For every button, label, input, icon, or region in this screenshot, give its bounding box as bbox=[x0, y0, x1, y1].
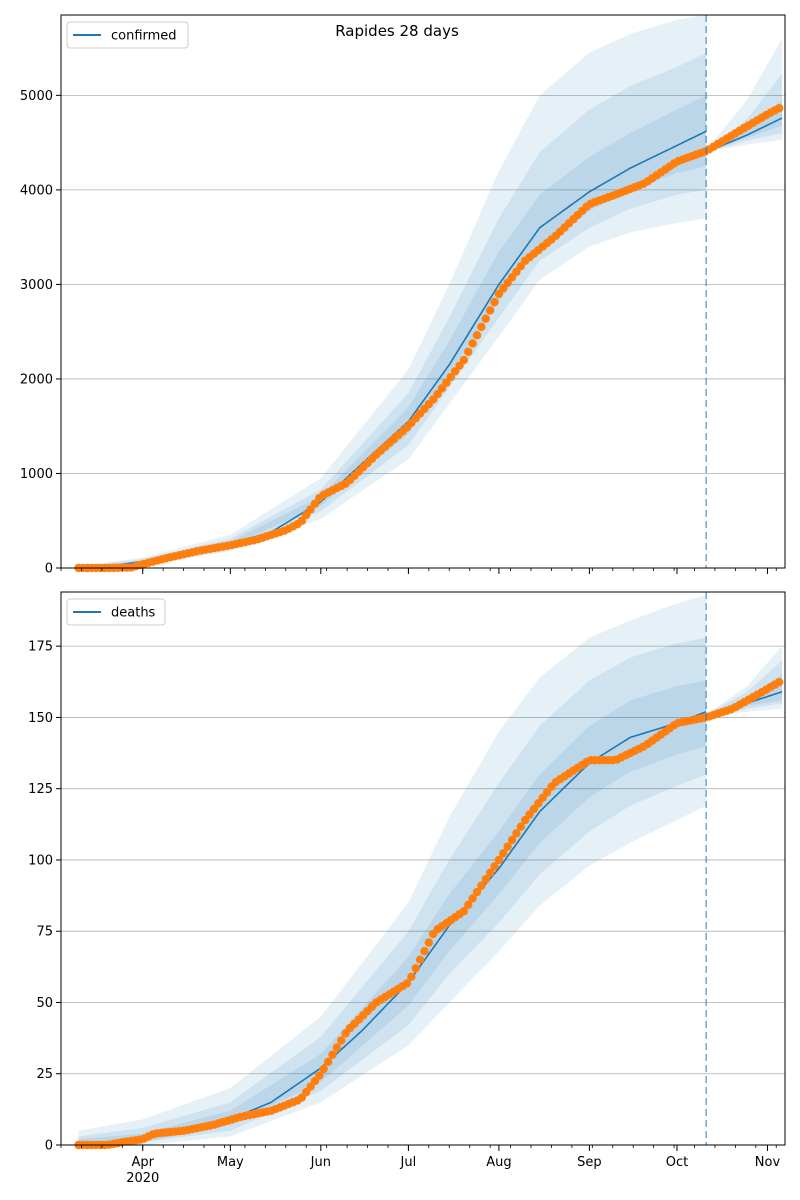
observed-point bbox=[302, 510, 311, 520]
observed-point bbox=[328, 1050, 337, 1059]
observed-point bbox=[490, 862, 499, 871]
y-tick-label: 2000 bbox=[20, 372, 53, 387]
observed-point bbox=[481, 314, 490, 323]
observed-point bbox=[337, 1036, 346, 1045]
observed-point bbox=[503, 842, 512, 851]
observed-point bbox=[468, 894, 477, 903]
y-tick-label: 150 bbox=[28, 711, 53, 726]
x-tick-year-label: 2020 bbox=[126, 1171, 159, 1186]
observed-point bbox=[468, 339, 477, 348]
observed-point bbox=[774, 677, 784, 687]
y-tick-label: 125 bbox=[28, 782, 53, 797]
observed-point bbox=[420, 946, 429, 956]
confirmed-panel: 0 1000 2000 3000 4000 5000 Rapides 28 days co… bbox=[20, 14, 786, 577]
observed-point bbox=[472, 887, 482, 897]
interval-band-middle-forecast bbox=[706, 660, 783, 718]
interval-band-inner-forecast bbox=[706, 674, 783, 718]
observed-point bbox=[485, 868, 495, 877]
legend-label-confirmed: confirmed bbox=[111, 29, 177, 44]
x-tick-label: Jul bbox=[400, 1155, 417, 1170]
observed-point bbox=[332, 1043, 342, 1052]
interval-band-middle bbox=[78, 637, 707, 1145]
interval-band-outer-forecast bbox=[706, 38, 783, 153]
observed-point bbox=[402, 979, 412, 988]
observed-point bbox=[485, 306, 495, 315]
y-tick-label: 75 bbox=[36, 925, 53, 940]
legend-box bbox=[66, 598, 166, 626]
observed-point bbox=[437, 384, 447, 393]
interval-band-outer bbox=[78, 594, 707, 1145]
observed-point bbox=[499, 849, 508, 858]
y-tick-label: 1000 bbox=[20, 467, 53, 482]
deaths-axes-frame bbox=[60, 591, 786, 1146]
x-tick-label: Oct bbox=[666, 1155, 688, 1170]
y-tick-label: 100 bbox=[28, 853, 53, 868]
observed-point bbox=[442, 378, 451, 387]
deaths-intervals bbox=[78, 594, 783, 1145]
observed-point bbox=[507, 835, 517, 845]
observed-point bbox=[450, 367, 460, 376]
x-tick-label: Sep bbox=[577, 1155, 602, 1170]
legend-label-deaths: deaths bbox=[111, 606, 156, 621]
observed-point bbox=[774, 104, 784, 113]
observed-point bbox=[477, 881, 486, 890]
deaths-legend: deaths bbox=[66, 598, 166, 626]
confirmed-observed-points bbox=[74, 104, 784, 573]
observed-point bbox=[459, 907, 469, 916]
observed-point bbox=[415, 955, 425, 964]
interval-band-inner bbox=[78, 95, 707, 568]
deaths-y-ticks: 0 25 50 75 100 125 150 175 bbox=[28, 640, 61, 1154]
deaths-observed-points bbox=[74, 677, 784, 1150]
x-tick-label: Aug bbox=[486, 1155, 511, 1170]
y-tick-label: 0 bbox=[45, 562, 53, 577]
confirmed-x-ticks bbox=[60, 568, 777, 574]
observed-point bbox=[477, 322, 486, 332]
observed-point bbox=[319, 1064, 328, 1074]
interval-band-middle-forecast bbox=[706, 73, 783, 153]
x-tick-label: Jun bbox=[310, 1155, 331, 1170]
chart-title: Rapides 28 days bbox=[335, 22, 459, 40]
observed-point bbox=[464, 347, 473, 356]
observed-point bbox=[297, 516, 307, 525]
observed-point bbox=[455, 361, 464, 370]
observed-point bbox=[512, 829, 521, 838]
x-tick-label: Nov bbox=[755, 1155, 781, 1170]
interval-band-outer bbox=[78, 15, 707, 568]
x-tick-label: May bbox=[217, 1155, 244, 1170]
observed-point bbox=[323, 1057, 333, 1067]
y-tick-label: 0 bbox=[45, 1139, 53, 1154]
observed-point bbox=[306, 505, 315, 514]
confirmed-legend: confirmed bbox=[66, 21, 189, 49]
interval-band-inner bbox=[78, 680, 707, 1145]
y-tick-label: 50 bbox=[36, 996, 53, 1011]
y-tick-label: 4000 bbox=[20, 183, 53, 198]
observed-point bbox=[481, 874, 490, 884]
observed-point bbox=[407, 972, 416, 982]
interval-band-outer-forecast bbox=[706, 646, 783, 718]
confirmed-axes-frame bbox=[60, 14, 786, 569]
observed-point bbox=[494, 855, 504, 865]
y-tick-label: 3000 bbox=[20, 278, 53, 293]
observed-point bbox=[310, 499, 320, 508]
observed-point bbox=[411, 964, 420, 973]
x-tick-label: Apr bbox=[131, 1155, 154, 1170]
y-tick-label: 25 bbox=[36, 1067, 53, 1082]
observed-point bbox=[433, 389, 442, 399]
legend-box bbox=[66, 21, 189, 49]
observed-point bbox=[464, 900, 473, 910]
observed-point bbox=[472, 331, 482, 340]
observed-point bbox=[516, 822, 525, 831]
y-tick-label: 175 bbox=[28, 640, 53, 655]
interval-band-middle bbox=[78, 52, 707, 568]
observed-point bbox=[459, 355, 469, 365]
observed-point bbox=[315, 1071, 324, 1080]
y-tick-label: 5000 bbox=[20, 89, 53, 104]
observed-point bbox=[424, 938, 434, 947]
observed-point bbox=[490, 297, 499, 307]
confirmed-y-ticks: 0 1000 2000 3000 4000 5000 bbox=[20, 89, 61, 577]
observed-point bbox=[446, 372, 455, 382]
